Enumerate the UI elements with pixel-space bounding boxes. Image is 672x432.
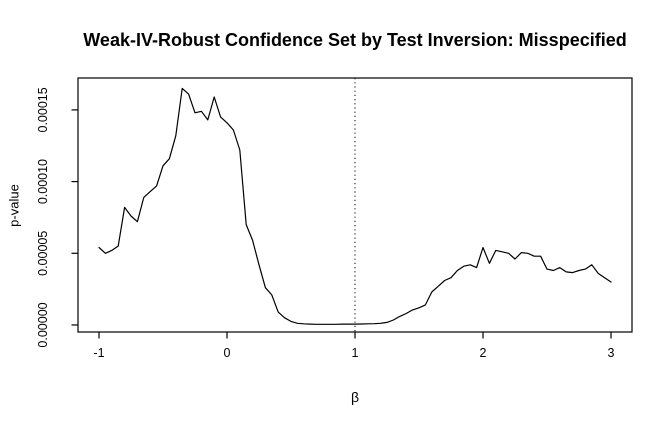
chart-title: Weak-IV-Robust Confidence Set by Test In… [83,30,627,50]
x-tick-label: 0 [224,346,231,360]
y-axis-label: p-value [6,184,22,227]
x-tick-label: -1 [93,346,104,360]
y-tick-label: 0.00000 [36,302,50,347]
y-tick-label: 0.00010 [36,159,50,204]
y-tick-label: 0.00005 [36,231,50,276]
x-tick-label: 2 [480,346,487,360]
x-tick-label: 1 [352,346,359,360]
y-tick-label: 0.00015 [36,87,50,132]
pvalue-curve [98,87,612,325]
x-tick-label: 3 [608,346,615,360]
x-axis-label: β [350,389,360,405]
